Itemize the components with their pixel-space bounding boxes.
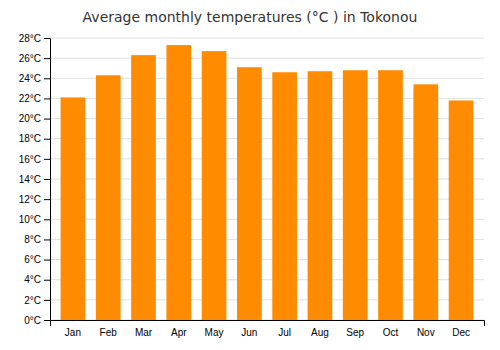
- tick-label: 28°C: [19, 33, 41, 44]
- tick-mark: [44, 78, 50, 79]
- tick: 20°C: [19, 113, 50, 124]
- tick-label: May: [205, 327, 224, 338]
- tick-label: Mar: [135, 327, 153, 338]
- bar: [237, 67, 262, 320]
- tick-label: Jan: [65, 327, 81, 338]
- bar: [343, 70, 368, 320]
- tick-label: 18°C: [19, 133, 41, 144]
- tick-label: Apr: [171, 327, 187, 338]
- tick: 4°C: [24, 274, 50, 285]
- tick-label: Dec: [452, 327, 470, 338]
- tick: 0°C: [24, 315, 50, 326]
- tick: 26°C: [19, 53, 50, 64]
- tick-label: Jul: [278, 327, 291, 338]
- grid-line: [50, 38, 484, 39]
- grid: [50, 38, 484, 320]
- tick-label: Jun: [241, 327, 257, 338]
- tick: Dec: [452, 327, 470, 338]
- tick: 2°C: [24, 295, 50, 306]
- tick-label: 0°C: [24, 315, 41, 326]
- tick: Feb: [100, 327, 118, 338]
- tick-label: Nov: [417, 327, 435, 338]
- tick-label: 12°C: [19, 194, 41, 205]
- tick: 18°C: [19, 133, 50, 144]
- tick: Sep: [346, 327, 364, 338]
- tick-label: Oct: [383, 327, 399, 338]
- tick: 16°C: [19, 154, 50, 165]
- tick-mark: [44, 219, 50, 220]
- tick: 12°C: [19, 194, 50, 205]
- tick-label: Aug: [311, 327, 329, 338]
- tick: May: [205, 327, 224, 338]
- tick: Apr: [171, 327, 187, 338]
- tick: 22°C: [19, 93, 50, 104]
- title: Average monthly temperatures (°C ) in To…: [83, 9, 418, 25]
- bar: [96, 75, 121, 320]
- bar: [131, 55, 156, 320]
- tick: Aug: [311, 327, 329, 338]
- tick: 14°C: [19, 174, 50, 185]
- tick-mark: [44, 239, 50, 240]
- tick: Jul: [278, 327, 291, 338]
- tick-label: 2°C: [24, 295, 41, 306]
- tick-mark: [44, 280, 50, 281]
- bar: [413, 84, 438, 320]
- y-axis: 0°C 2°C 4°C 6°C 8°C 10°C 12°C 14°C 16°C 18°C 20°C 2…: [19, 33, 51, 326]
- bar: [61, 97, 86, 320]
- tick-mark: [44, 139, 50, 140]
- tick-mark: [44, 300, 50, 301]
- tick-label: 4°C: [24, 274, 41, 285]
- bar: [378, 70, 403, 320]
- tick-label: 22°C: [19, 93, 41, 104]
- tick: 8°C: [24, 234, 50, 245]
- axis-line: [51, 321, 485, 327]
- bar: [308, 71, 333, 320]
- tick-label: 14°C: [19, 174, 41, 185]
- tick-label: 16°C: [19, 154, 41, 165]
- tick: 28°C: [19, 33, 50, 44]
- tick-label: 10°C: [19, 214, 41, 225]
- bars: [61, 45, 474, 320]
- tick: Oct: [383, 327, 399, 338]
- tick-label: Feb: [100, 327, 118, 338]
- bar: [449, 100, 474, 320]
- tick: 24°C: [19, 73, 50, 84]
- tick-label: 20°C: [19, 113, 41, 124]
- tick-mark: [44, 199, 50, 200]
- axis-line: [44, 39, 51, 321]
- grid-line: [50, 58, 484, 59]
- tick-label: 6°C: [24, 254, 41, 265]
- bar: [166, 45, 191, 320]
- bar: [202, 51, 227, 320]
- tick-mark: [44, 260, 50, 261]
- tick-label: Sep: [346, 327, 364, 338]
- tick: 6°C: [24, 254, 50, 265]
- x-axis: Jan Feb Mar Apr May Jun Jul Aug Sep Oct Nov Dec: [51, 321, 485, 339]
- tick: Mar: [135, 327, 153, 338]
- chart: 0°C 2°C 4°C 6°C 8°C 10°C 12°C 14°C 16°C 18°C 20°C 2…: [0, 0, 500, 350]
- tick-mark: [44, 98, 50, 99]
- tick-mark: [44, 159, 50, 160]
- plot-area: 0°C 2°C 4°C 6°C 8°C 10°C 12°C 14°C 16°C 18°C 20°C 2…: [19, 33, 485, 338]
- tick-label: 24°C: [19, 73, 41, 84]
- tick: Jun: [241, 327, 257, 338]
- tick-mark: [44, 320, 50, 321]
- tick: 10°C: [19, 214, 50, 225]
- tick-label: 8°C: [24, 234, 41, 245]
- tick-mark: [44, 38, 50, 39]
- tick-label: 26°C: [19, 53, 41, 64]
- tick: Jan: [65, 327, 81, 338]
- tick-mark: [44, 119, 50, 120]
- tick: Nov: [417, 327, 435, 338]
- tick-mark: [44, 179, 50, 180]
- tick-mark: [44, 58, 50, 59]
- bar: [272, 72, 297, 320]
